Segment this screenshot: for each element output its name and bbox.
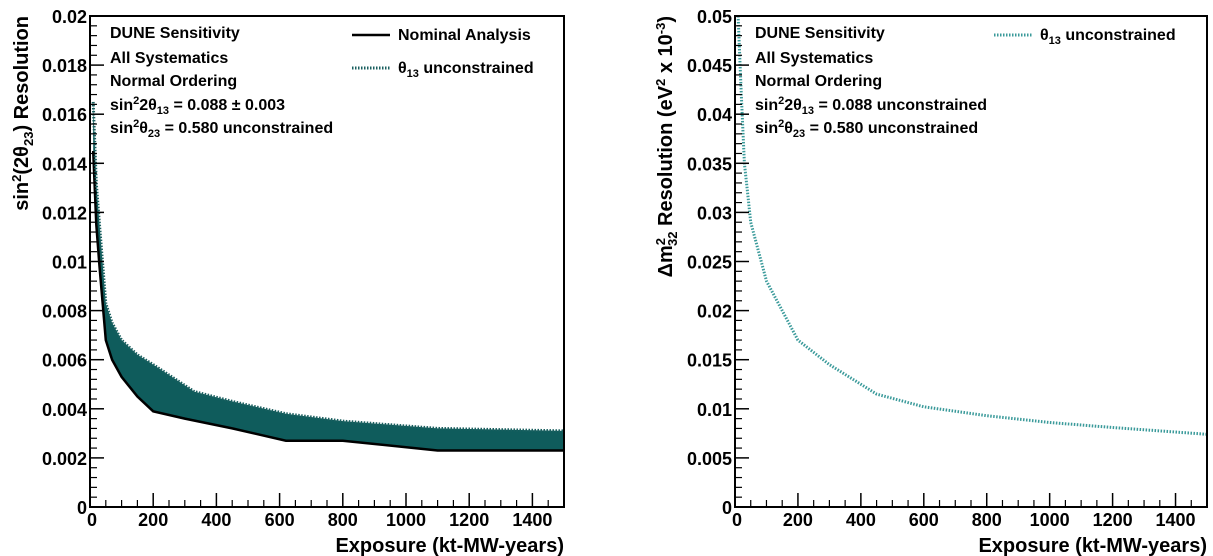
y-tick-label: 0.01 [52,253,87,273]
y-tick-label: 0.002 [42,449,87,469]
y-tick-label: 0.04 [697,105,732,125]
x-tick-label: 200 [138,510,168,530]
x-tick-label: 1200 [449,510,489,530]
x-tick-label: 0 [87,510,97,530]
y-tick-label: 0.035 [687,154,732,174]
y-tick-label: 0.05 [697,7,732,27]
x-tick-label: 600 [265,510,295,530]
x-tick-label: 800 [972,510,1002,530]
x-tick-label: 800 [328,510,358,530]
y-tick-label: 0.01 [697,400,732,420]
x-tick-label: 0 [732,510,742,530]
chart-panel-2: 0 200 400 600 800 1000 1200 1400 0 0.005 0.01 0.015… [653,7,1208,556]
x-tick-label: 200 [783,510,813,530]
y-axis-title: sin2(2θ23) Resolution [9,16,36,211]
y-axis-title: Δm232 Resolution (eV2 x 10-3) [653,16,680,277]
annotation-line-2: All Systematics [110,50,228,67]
annotation-line-2: All Systematics [755,50,873,67]
x-tick-label: 600 [909,510,939,530]
y-tick-label: 0.03 [697,203,732,223]
legend-label-2: θ13 unconstrained [398,60,534,80]
x-tick-label: 400 [201,510,231,530]
legend-label-1: θ13 unconstrained [1040,27,1176,47]
x-tick-label: 400 [846,510,876,530]
x-tick-label: 1000 [1030,510,1070,530]
annotation-line-4: sin22θ13 = 0.088 ± 0.003 [110,95,285,117]
chart-panel-1: 0 200 400 600 800 1000 1200 1400 0 0.002 0.004 0.00… [9,7,565,556]
y-tick-label: 0.025 [687,253,732,273]
y-tick-label: 0.004 [42,400,87,420]
y-tick-label: 0.045 [687,56,732,76]
series-line-1 [736,15,1208,436]
y-tick-label: 0.016 [42,105,87,125]
y-tick-label: 0.015 [687,351,732,371]
series-line-2 [91,101,565,433]
y-tick-label: 0 [77,498,87,518]
y-tick-label: 0 [722,498,732,518]
x-axis-title: Exposure (kt-MW-years) [978,535,1207,556]
annotation-line-1: DUNE Sensitivity [755,25,885,42]
y-tick-label: 0.02 [52,7,87,27]
y-tick-label: 0.014 [42,154,87,174]
annotation-line-5: sin2θ23 = 0.580 unconstrained [110,118,333,140]
y-tick-label: 0.005 [687,449,732,469]
x-tick-label: 1400 [1156,510,1196,530]
uncertainty-band [93,101,564,451]
annotation-line-1: DUNE Sensitivity [110,25,240,42]
x-tick-label: 1400 [512,510,552,530]
y-tick-label: 0.018 [42,56,87,76]
y-tick-label: 0.012 [42,203,87,223]
x-axis-title: Exposure (kt-MW-years) [335,535,564,556]
annotation-line-3: Normal Ordering [755,73,882,90]
y-tick-label: 0.008 [42,302,87,322]
series-line-1 [91,150,564,452]
y-tick-label: 0.006 [42,351,87,371]
annotation-line-4: sin22θ13 = 0.088 unconstrained [755,95,987,117]
annotation-line-5: sin2θ23 = 0.580 unconstrained [755,118,978,140]
annotation-line-3: Normal Ordering [110,73,237,90]
x-tick-label: 1000 [386,510,426,530]
y-tick-label: 0.02 [697,302,732,322]
legend-label-1: Nominal Analysis [398,27,531,44]
x-tick-label: 1200 [1093,510,1133,530]
